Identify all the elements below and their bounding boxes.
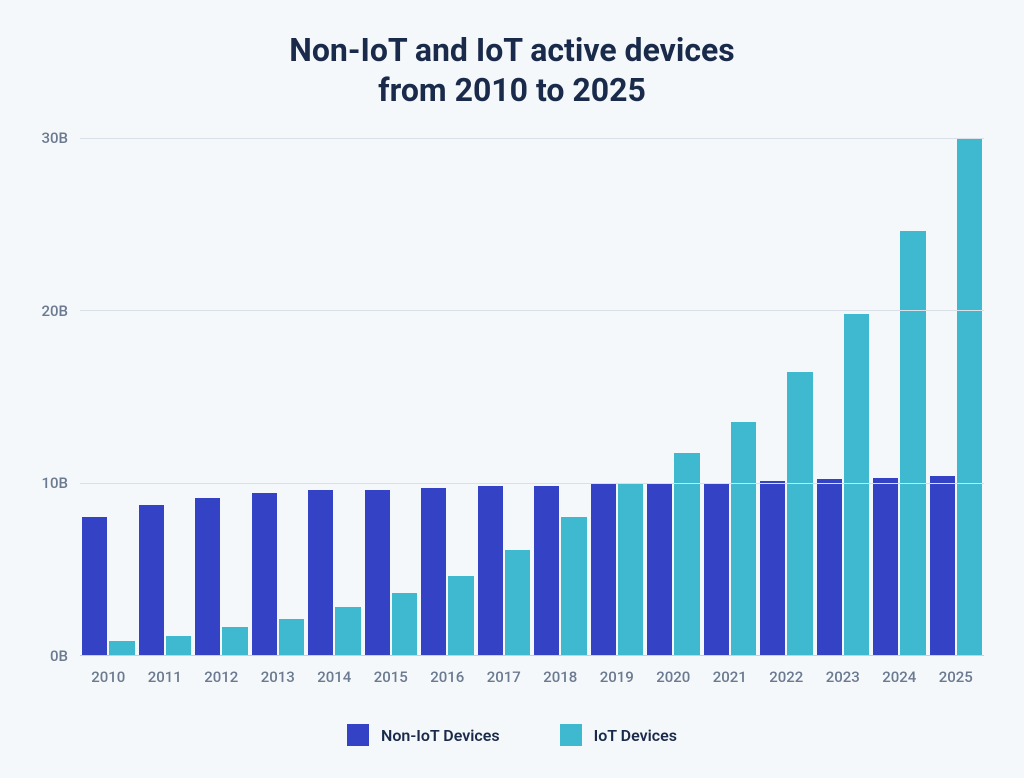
bar	[166, 636, 191, 655]
bar	[957, 138, 982, 655]
x-tick-label: 2011	[137, 660, 194, 696]
x-tick-label: 2018	[532, 660, 589, 696]
bar	[591, 484, 616, 655]
bar-group	[534, 138, 587, 655]
bar	[817, 479, 842, 655]
y-axis: 0B10B20B30B	[20, 138, 76, 656]
x-tick-label: 2016	[419, 660, 476, 696]
bar-group	[704, 138, 757, 655]
x-tick-label: 2019	[589, 660, 646, 696]
bar-group	[421, 138, 474, 655]
bar	[139, 505, 164, 655]
x-tick-label: 2012	[193, 660, 250, 696]
bar	[421, 488, 446, 655]
bar	[647, 484, 672, 655]
bar	[448, 576, 473, 655]
legend-label: IoT Devices	[594, 726, 677, 745]
bar	[478, 486, 503, 655]
bar	[900, 231, 925, 655]
bar	[505, 550, 530, 655]
bars-area	[80, 138, 984, 655]
plot-area-wrapper: 0B10B20B30B 2010201120122013201420152016…	[20, 138, 1004, 696]
y-tick-label: 20B	[41, 302, 68, 320]
chart-title-line1: Non-IoT and IoT active devices	[289, 31, 734, 69]
bar-group	[647, 138, 700, 655]
x-tick-label: 2021	[702, 660, 759, 696]
bar	[731, 422, 756, 655]
bar-group	[365, 138, 418, 655]
x-tick-label: 2015	[363, 660, 420, 696]
bar-group	[817, 138, 870, 655]
bar	[279, 619, 304, 655]
bar	[195, 498, 220, 655]
x-tick-label: 2014	[306, 660, 363, 696]
bar	[365, 490, 390, 655]
bar	[222, 627, 247, 655]
bar	[252, 493, 277, 655]
legend-label: Non-IoT Devices	[381, 726, 500, 745]
bar-group	[930, 138, 983, 655]
gridline	[80, 138, 984, 139]
x-tick-label: 2020	[645, 660, 702, 696]
x-tick-label: 2025	[928, 660, 985, 696]
x-tick-label: 2022	[758, 660, 815, 696]
legend-item: Non-IoT Devices	[347, 724, 500, 746]
legend-item: IoT Devices	[560, 724, 677, 746]
plot-area	[80, 138, 984, 656]
x-tick-label: 2010	[80, 660, 137, 696]
bar-group	[873, 138, 926, 655]
bar	[618, 483, 643, 655]
x-axis-labels: 2010201120122013201420152016201720182019…	[80, 660, 984, 696]
chart-title-line2: from 2010 to 2025	[378, 71, 646, 109]
y-tick-label: 30B	[41, 129, 68, 147]
bar-group	[591, 138, 644, 655]
bar-group	[478, 138, 531, 655]
bar	[335, 607, 360, 655]
legend-swatch	[560, 724, 582, 746]
bar-group	[195, 138, 248, 655]
bar	[82, 517, 107, 655]
x-tick-label: 2017	[476, 660, 533, 696]
y-tick-label: 10B	[41, 474, 68, 492]
bar	[534, 486, 559, 655]
bar-group	[252, 138, 305, 655]
bar	[392, 593, 417, 655]
bar	[873, 478, 898, 656]
bar	[787, 372, 812, 655]
bar-group	[139, 138, 192, 655]
bar	[704, 483, 729, 655]
legend-swatch	[347, 724, 369, 746]
bar	[561, 517, 586, 655]
bar-group	[82, 138, 135, 655]
chart-container: Non-IoT and IoT active devices from 2010…	[0, 0, 1024, 778]
x-tick-label: 2013	[250, 660, 307, 696]
x-tick-label: 2024	[871, 660, 928, 696]
y-tick-label: 0B	[50, 647, 68, 665]
legend: Non-IoT Devices IoT Devices	[20, 724, 1004, 758]
bar	[930, 476, 955, 655]
chart-title: Non-IoT and IoT active devices from 2010…	[20, 30, 1004, 110]
x-tick-label: 2023	[815, 660, 872, 696]
gridline	[80, 483, 984, 484]
bar	[109, 641, 134, 655]
bar-group	[760, 138, 813, 655]
bar-group	[308, 138, 361, 655]
bar	[760, 481, 785, 655]
gridline	[80, 310, 984, 311]
bar	[308, 490, 333, 655]
bar	[844, 314, 869, 655]
